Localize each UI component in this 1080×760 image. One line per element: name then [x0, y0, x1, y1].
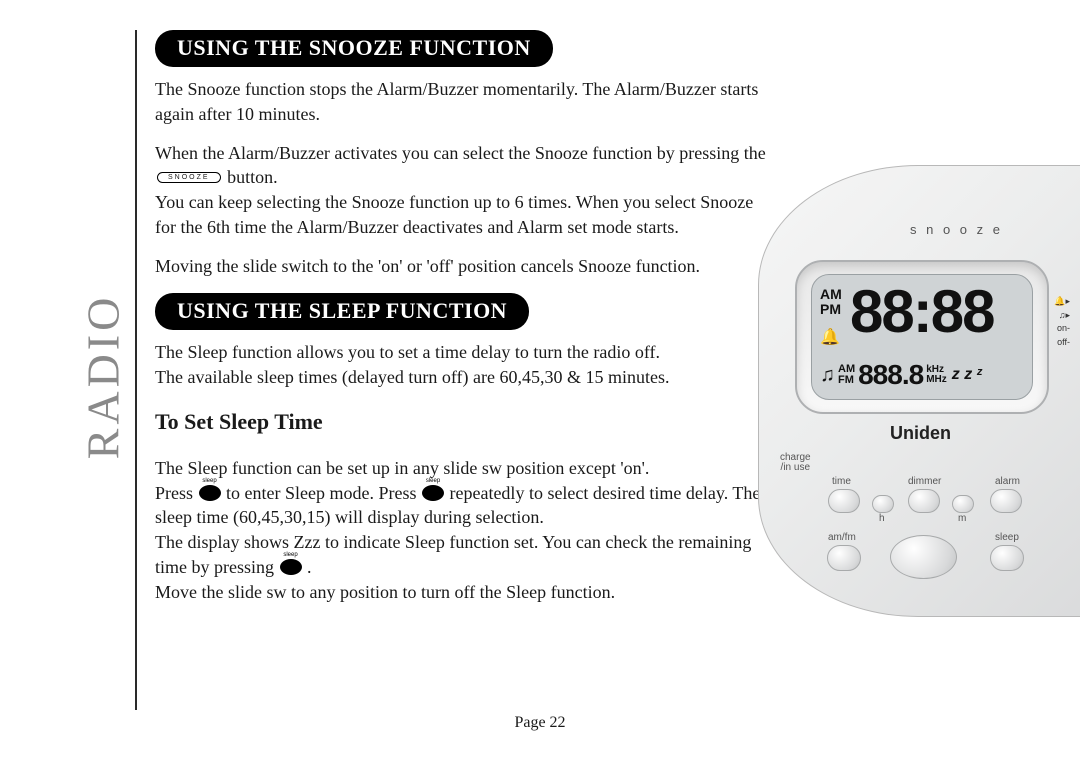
- main-content: USING THE SNOOZE FUNCTION The Snooze fun…: [155, 30, 770, 605]
- vertical-rule: [135, 30, 137, 710]
- lcd-note-icon: ♫: [820, 364, 835, 387]
- lcd-frequency: 888.8: [858, 359, 923, 391]
- lcd-time: 88:88: [850, 277, 993, 346]
- paragraph: The Sleep function allows you to set a t…: [155, 340, 770, 390]
- lcd-row2: ♫ AM FM 888.8 kHz MHz z z ᶻ: [820, 359, 1026, 391]
- sleep-button-icon: [422, 485, 444, 501]
- label-amfm: am/fm: [828, 533, 856, 543]
- button-time: [828, 489, 860, 513]
- manual-page: RADIO USING THE SNOOZE FUNCTION The Snoo…: [0, 0, 1080, 760]
- label-sleep: sleep: [995, 533, 1019, 543]
- paragraph: The Sleep function can be set up in any …: [155, 456, 770, 605]
- heading-sleep: USING THE SLEEP FUNCTION: [155, 293, 529, 330]
- lcd-units: kHz MHz: [926, 365, 947, 385]
- button-m: [952, 495, 974, 513]
- sleep-button-icon: [199, 485, 221, 501]
- sleep-button-icon: [280, 559, 302, 575]
- heading-snooze: USING THE SNOOZE FUNCTION: [155, 30, 553, 67]
- button-amfm: [827, 545, 861, 571]
- lcd-frame: AM PM 🔔 88:88 ♫ AM FM 888.8 kHz MHz z z …: [795, 260, 1049, 414]
- text-block: The Snooze function stops the Alarm/Buzz…: [155, 77, 770, 279]
- subheading: To Set Sleep Time: [155, 407, 770, 437]
- label-time: time: [832, 477, 851, 487]
- label-h: h: [879, 514, 885, 524]
- label-alarm: alarm: [995, 477, 1020, 487]
- button-h: [872, 495, 894, 513]
- lcd-amfm: AM FM: [838, 364, 855, 386]
- button-sleep: [990, 545, 1024, 571]
- snooze-button-icon: SNOOZE: [157, 172, 221, 183]
- lcd-bell-icon: 🔔: [820, 327, 840, 347]
- lcd-ampm: AM PM: [820, 287, 842, 316]
- paragraph: When the Alarm/Buzzer activates you can …: [155, 141, 770, 240]
- text-block: The Sleep function allows you to set a t…: [155, 340, 770, 605]
- label-dimmer: dimmer: [908, 477, 941, 487]
- device-brand: Uniden: [890, 423, 951, 444]
- label-m: m: [958, 514, 966, 524]
- section-side-label: RADIO: [76, 294, 129, 460]
- device-illustration: s n o o z e AM PM 🔔 88:88 ♫ AM FM 888.8 …: [760, 165, 1080, 615]
- device-side-icons: 🔔▸ ♫▸ on- off-: [1054, 295, 1070, 349]
- button-dimmer: [908, 489, 940, 513]
- page-footer: Page 22: [0, 714, 1080, 732]
- button-alarm: [990, 489, 1022, 513]
- paragraph: The Snooze function stops the Alarm/Buzz…: [155, 77, 770, 127]
- label-charge: charge /in use: [780, 453, 811, 473]
- paragraph: Moving the slide switch to the 'on' or '…: [155, 254, 770, 279]
- lcd-screen: AM PM 🔔 88:88 ♫ AM FM 888.8 kHz MHz z z …: [811, 274, 1033, 400]
- button-big: [890, 535, 957, 579]
- device-snooze-label: s n o o z e: [910, 222, 1003, 237]
- lcd-zzz: z z ᶻ: [952, 366, 982, 384]
